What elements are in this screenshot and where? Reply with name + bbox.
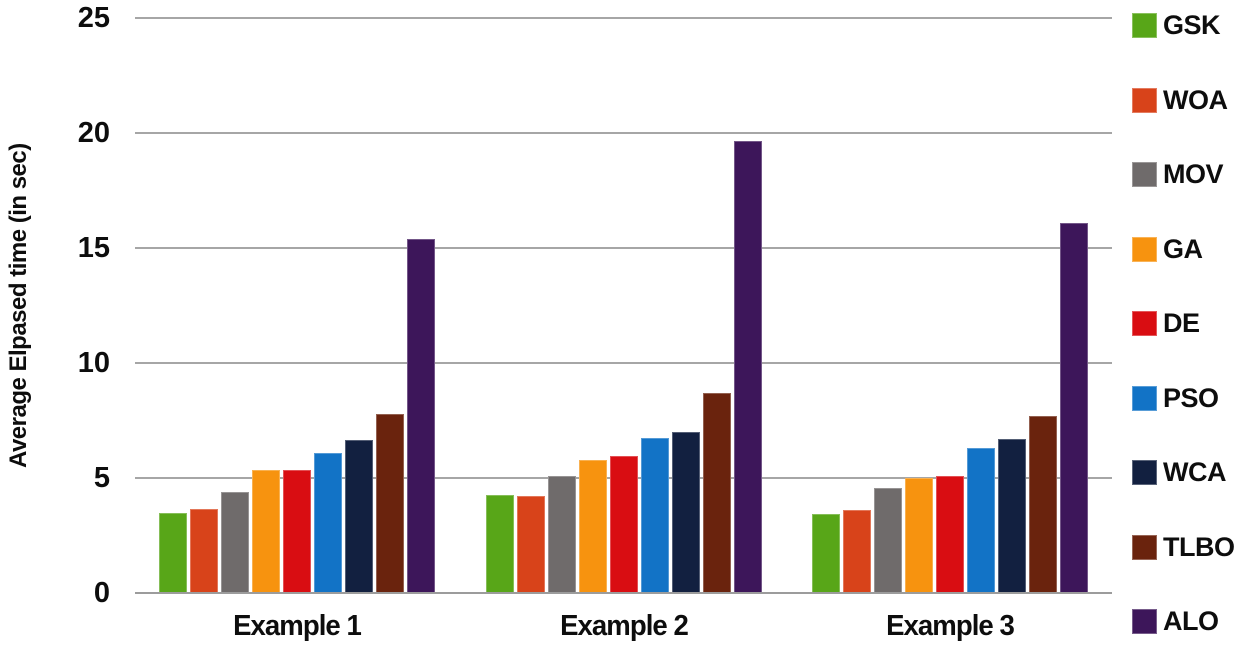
bar-wca-example-3 (998, 438, 1026, 593)
x-axis-category-labels: Example 1 Example 2 Example 3 (135, 610, 1112, 643)
bar-group-example-1 (159, 238, 435, 593)
bar-woa-example-3 (843, 510, 871, 593)
bar-gsk-example-1 (159, 512, 187, 593)
legend-item-pso: PSO (1132, 383, 1250, 414)
legend-item-woa: WOA (1132, 85, 1250, 116)
legend-label-alo: ALO (1163, 606, 1219, 636)
legend-swatch-woa (1132, 87, 1157, 113)
x-category-label-example-2: Example 2 (559, 610, 689, 642)
legend-swatch-de (1132, 311, 1157, 336)
legend-label-gsk: GSK (1163, 10, 1221, 40)
legend-label-woa: WOA (1163, 84, 1228, 115)
bar-gsk-example-3 (812, 513, 840, 593)
bar-gsk-example-2 (485, 495, 514, 593)
legend-label-mov: MOV (1163, 159, 1224, 189)
y-axis-tick-labels: 0 5 10 15 20 25 (38, 0, 110, 663)
legend-swatch-mov (1132, 162, 1157, 187)
gridline-20 (135, 132, 1112, 134)
legend-swatch-gsk (1132, 13, 1157, 38)
bar-mov-example-2 (547, 475, 576, 593)
legend-label-pso: PSO (1163, 382, 1219, 413)
bar-alo-example-3 (1060, 222, 1088, 593)
bar-ga-example-1 (252, 469, 280, 593)
bar-mov-example-3 (874, 488, 902, 593)
bar-de-example-2 (609, 456, 638, 593)
bar-tlbo-example-2 (702, 392, 731, 593)
gridline-25 (135, 17, 1112, 19)
legend-item-tlbo: TLBO (1132, 532, 1250, 563)
bar-alo-example-1 (407, 238, 435, 593)
x-category-label-example-1: Example 1 (233, 610, 362, 642)
legend-item-wca: WCA (1132, 457, 1250, 488)
legend-label-tlbo: TLBO (1163, 531, 1235, 562)
bar-wca-example-2 (671, 432, 700, 593)
legend-item-alo: ALO (1132, 606, 1250, 637)
bar-group-example-3 (812, 222, 1088, 593)
bar-wca-example-1 (345, 440, 373, 593)
bar-group-example-2 (485, 141, 762, 593)
legend-item-ga: GA (1132, 234, 1250, 265)
bar-tlbo-example-3 (1029, 415, 1057, 593)
y-tick-label-20: 20 (77, 117, 110, 149)
legend-swatch-pso (1132, 385, 1157, 411)
y-axis-title: Average Elpased time (in sec) (5, 143, 32, 468)
bar-ga-example-3 (905, 478, 933, 593)
gridline-15 (135, 247, 1112, 249)
y-tick-label-15: 15 (77, 232, 110, 264)
legend-label-de: DE (1163, 308, 1200, 338)
y-tick-label-5: 5 (93, 462, 110, 494)
bar-alo-example-2 (733, 141, 762, 593)
legend-item-gsk: GSK (1132, 10, 1250, 41)
bar-mov-example-1 (221, 491, 249, 593)
bar-pso-example-1 (314, 452, 342, 593)
legend-swatch-tlbo (1132, 534, 1157, 560)
bar-de-example-3 (936, 475, 964, 593)
legend-swatch-alo (1132, 609, 1157, 634)
bar-pso-example-2 (640, 437, 669, 593)
legend-item-mov: MOV (1132, 159, 1250, 190)
bar-groups-container (135, 18, 1112, 593)
legend: GSK WOA MOV GA DE PSO WCA TLBO ALO (1132, 0, 1250, 663)
plot-area (135, 17, 1112, 594)
legend-swatch-ga (1132, 236, 1157, 262)
legend-item-de: DE (1132, 308, 1250, 339)
bar-pso-example-3 (967, 448, 995, 593)
legend-label-ga: GA (1163, 233, 1203, 264)
legend-label-wca: WCA (1163, 457, 1226, 487)
bar-ga-example-2 (578, 459, 607, 593)
y-tick-label-10: 10 (77, 347, 110, 379)
gridline-10 (135, 362, 1112, 364)
bar-de-example-1 (283, 469, 311, 593)
y-tick-label-25: 25 (77, 2, 110, 34)
x-category-label-example-3: Example 3 (886, 610, 1015, 642)
x-axis-line (135, 592, 1112, 594)
y-tick-label-0: 0 (93, 577, 110, 609)
bar-woa-example-2 (516, 496, 545, 593)
bar-tlbo-example-1 (376, 413, 404, 593)
legend-swatch-wca (1132, 460, 1157, 485)
bar-woa-example-1 (190, 509, 218, 593)
